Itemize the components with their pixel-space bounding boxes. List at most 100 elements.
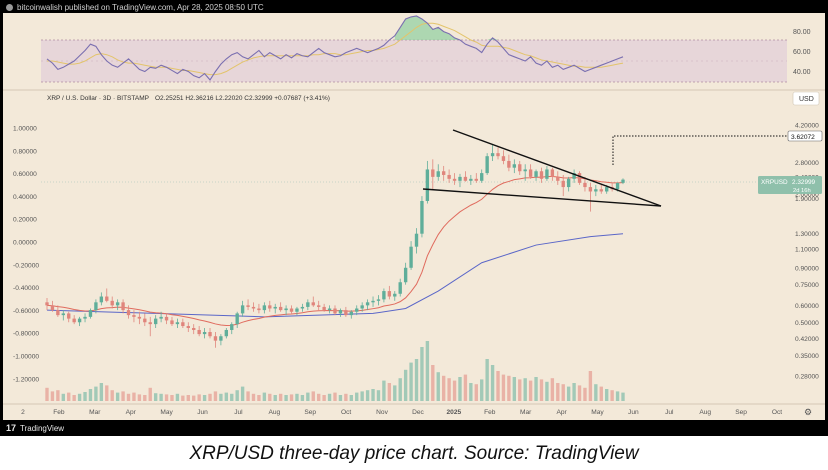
chart-title: XRP / U.S. Dollar · 3D · BITSTAMP: [47, 95, 149, 102]
left-axis-label: 0.20000: [13, 217, 37, 224]
last-price-value: 2.32999: [792, 179, 816, 186]
volume-bar: [268, 393, 272, 401]
currency-box: [792, 91, 820, 106]
volume-bar: [148, 387, 152, 401]
time-tick-label: Aug: [268, 409, 280, 416]
volume-bar: [83, 392, 87, 401]
volume-bar: [387, 383, 392, 401]
candle-body: [344, 310, 348, 316]
candle-body: [518, 164, 522, 172]
volume-bar: [88, 389, 93, 401]
volume-bar: [121, 391, 125, 401]
volume-bar: [518, 379, 522, 401]
volume-bar: [545, 381, 549, 401]
volume-bar: [115, 392, 120, 401]
candle-body: [219, 336, 223, 341]
candle-body: [197, 329, 201, 335]
volume-bar: [105, 385, 109, 401]
volume-bar: [45, 387, 49, 401]
time-tick-label: 2: [21, 409, 25, 416]
candle-body: [45, 302, 49, 306]
volume-bar: [284, 395, 288, 401]
volume-bar: [566, 386, 571, 401]
candle-body: [262, 305, 267, 311]
chart-canvas[interactable]: 80.00 60.00 40.00 XRP / U.S. Dollar · 3D…: [3, 13, 825, 420]
volume-bar: [99, 383, 104, 401]
candle-body: [115, 302, 120, 306]
candle-body: [474, 178, 478, 181]
time-tick-label: Feb: [484, 409, 496, 416]
candle-body: [420, 200, 424, 234]
volume-bar: [240, 386, 245, 401]
candle-body: [534, 171, 538, 177]
chart-panel[interactable]: 80.00 60.00 40.00 XRP / U.S. Dollar · 3D…: [3, 13, 825, 420]
candle-body: [137, 316, 142, 319]
time-tick-label: Mar: [89, 409, 101, 416]
left-axis-label: 0.80000: [13, 148, 37, 155]
ema-slow-line: [46, 233, 624, 318]
time-tick-label: Feb: [53, 409, 65, 416]
volume-bar: [295, 393, 299, 401]
candle-body: [365, 302, 370, 306]
volume-bar: [474, 384, 478, 401]
currency-label: USD: [799, 96, 814, 103]
candle-body: [246, 305, 250, 307]
rsi-line: [46, 15, 624, 81]
volume-bar: [327, 393, 332, 401]
volume-bar: [528, 380, 533, 401]
candle-body: [556, 176, 560, 181]
volume-bar: [224, 392, 229, 401]
volume-bar: [458, 377, 462, 401]
candle-body: [528, 169, 533, 177]
volume-bar: [273, 395, 277, 401]
candle-body: [278, 306, 283, 311]
candle-body: [126, 310, 131, 316]
candle-body: [110, 300, 114, 306]
price-tick-label: 1.90000: [795, 196, 819, 203]
candle-body: [490, 153, 495, 157]
candle-body: [327, 308, 332, 311]
time-tick-label: Sep: [735, 409, 747, 416]
volume-bar: [110, 390, 114, 401]
candle-body: [387, 291, 392, 297]
time-tick-label: Jul: [665, 409, 674, 416]
volume-bar: [175, 393, 180, 401]
candle-body: [512, 164, 517, 168]
candle-body: [485, 156, 489, 174]
left-axis-label: 0.00000: [13, 240, 37, 247]
time-axis: 2 Feb Mar Apr May Jun Jul Aug Sep Oct Nov Dec 2025 Fe…: [21, 409, 782, 416]
tradingview-footer: 17 TradingView: [6, 422, 64, 434]
candle-body: [94, 302, 98, 311]
volume-bar: [534, 377, 538, 401]
volume-bar: [469, 383, 473, 401]
candle-body: [572, 173, 576, 179]
volume-bar: [202, 395, 207, 401]
volume-bar: [61, 393, 65, 401]
candle-body: [153, 318, 158, 325]
publisher-text: bitcoinwalish published on TradingView.c…: [17, 2, 264, 12]
volume-bar: [159, 393, 163, 401]
time-tick-label: Sep: [304, 409, 316, 416]
volume-bar: [311, 391, 315, 401]
candle-body: [300, 306, 305, 309]
candle-body: [202, 332, 207, 335]
volume-bar: [322, 395, 326, 401]
candle-body: [224, 329, 229, 337]
price-tick-label: 2.80000: [795, 160, 819, 167]
volume-bar: [452, 380, 457, 401]
candle-body: [240, 305, 245, 314]
candle-body: [371, 300, 375, 303]
candle-body: [213, 336, 218, 341]
settings-gear-icon[interactable]: ⚙: [804, 407, 812, 417]
volume-bar: [132, 392, 136, 401]
left-axis-label: 1.00000: [13, 126, 37, 133]
candle-body: [382, 291, 386, 300]
volume-bar: [393, 385, 397, 401]
price-tick-label: 4.20000: [795, 123, 819, 130]
volume-bar: [382, 380, 386, 401]
candle-body: [360, 305, 364, 309]
left-axis-label: -0.60000: [13, 308, 39, 315]
volume-bar: [371, 389, 375, 401]
candle-body: [61, 313, 65, 316]
candle-body: [425, 169, 430, 201]
